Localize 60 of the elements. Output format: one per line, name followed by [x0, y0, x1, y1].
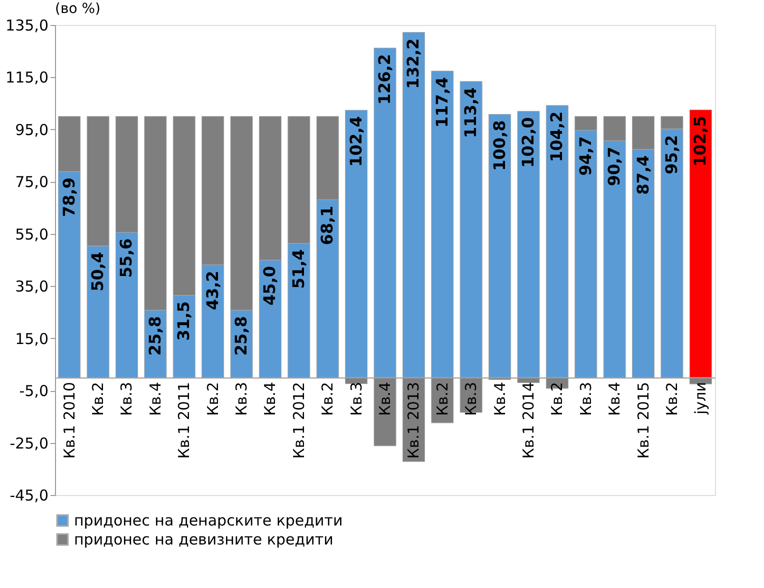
x-tick-label: Кв.3: [118, 382, 136, 416]
y-tick-label: -45,0: [10, 486, 48, 504]
data-label: 50,4: [88, 252, 108, 292]
data-label: 132,2: [404, 38, 423, 89]
data-label: 113,4: [461, 87, 480, 138]
y-tick-label: 115,0: [6, 68, 48, 87]
data-label: 102,5: [690, 116, 710, 166]
data-label: 55,6: [116, 238, 136, 278]
data-label: 31,5: [174, 301, 194, 341]
x-tick-label: Кв.1 2015: [634, 382, 652, 459]
legend-label: придонес на девизните кредити: [74, 530, 334, 548]
data-label: 45,0: [260, 266, 280, 306]
y-tick-label: 95,0: [15, 120, 48, 139]
y-tick-label: 135,0: [6, 16, 48, 34]
x-tick-label: Кв.3: [347, 382, 366, 416]
x-tick-label: Кв.2: [662, 382, 681, 416]
data-label: 94,7: [576, 136, 595, 176]
x-tick-label: Кв.2: [89, 382, 108, 416]
x-tick-label: Кв.3: [462, 382, 480, 416]
data-label: 25,8: [145, 316, 164, 356]
data-label: 95,2: [662, 134, 681, 174]
x-tick-label: Кв.3: [576, 382, 595, 416]
data-label: 117,4: [432, 76, 452, 128]
data-label: 43,2: [202, 270, 222, 310]
x-tick-label: Кв.1 2014: [519, 382, 538, 459]
y-tick-label: 55,0: [15, 225, 48, 244]
x-tick-label: Кв.2: [204, 382, 222, 416]
data-label: 25,8: [232, 316, 251, 356]
data-label: 100,8: [490, 120, 509, 171]
x-tick-label: Кв.1 2011: [175, 382, 194, 459]
legend-label: придонес на денарските кредити: [74, 512, 343, 530]
bar: [488, 114, 512, 378]
y-tick-label: -5,0: [19, 382, 48, 400]
y-tick-label: 15,0: [15, 330, 48, 348]
y-tick-label: -25,0: [10, 434, 48, 452]
x-tick-label: Кв.1 2013: [404, 382, 423, 459]
x-tick-label: Кв.2: [433, 382, 452, 416]
data-label: 68,1: [318, 206, 337, 246]
x-tick-label: Кв.4: [376, 382, 394, 416]
data-label: 102,0: [518, 117, 538, 168]
x-tick-label: Кв.4: [490, 382, 509, 416]
data-label: 126,2: [375, 54, 394, 105]
x-tick-label: Кв.1 2012: [290, 382, 308, 459]
x-tick-label: Кв.4: [146, 382, 164, 416]
x-tick-label: Кв.4: [606, 382, 624, 416]
data-label: 102,4: [346, 116, 366, 167]
x-tick-label: јули: [692, 382, 710, 416]
y-tick-label: 75,0: [15, 173, 48, 192]
x-tick-label: Кв.2: [548, 382, 566, 416]
data-label: 78,9: [59, 177, 78, 217]
data-label: 87,4: [633, 155, 652, 195]
x-tick-label: Кв.3: [232, 382, 251, 416]
x-tick-label: Кв.1 2010: [60, 382, 78, 459]
data-label: 90,7: [604, 146, 624, 186]
x-tick-label: Кв.2: [318, 382, 337, 416]
chart-title: (во %): [55, 1, 100, 17]
y-tick-label: 35,0: [15, 278, 48, 296]
x-tick-label: Кв.4: [261, 382, 280, 416]
data-label: 51,4: [288, 249, 308, 289]
data-label: 104,2: [547, 111, 566, 162]
